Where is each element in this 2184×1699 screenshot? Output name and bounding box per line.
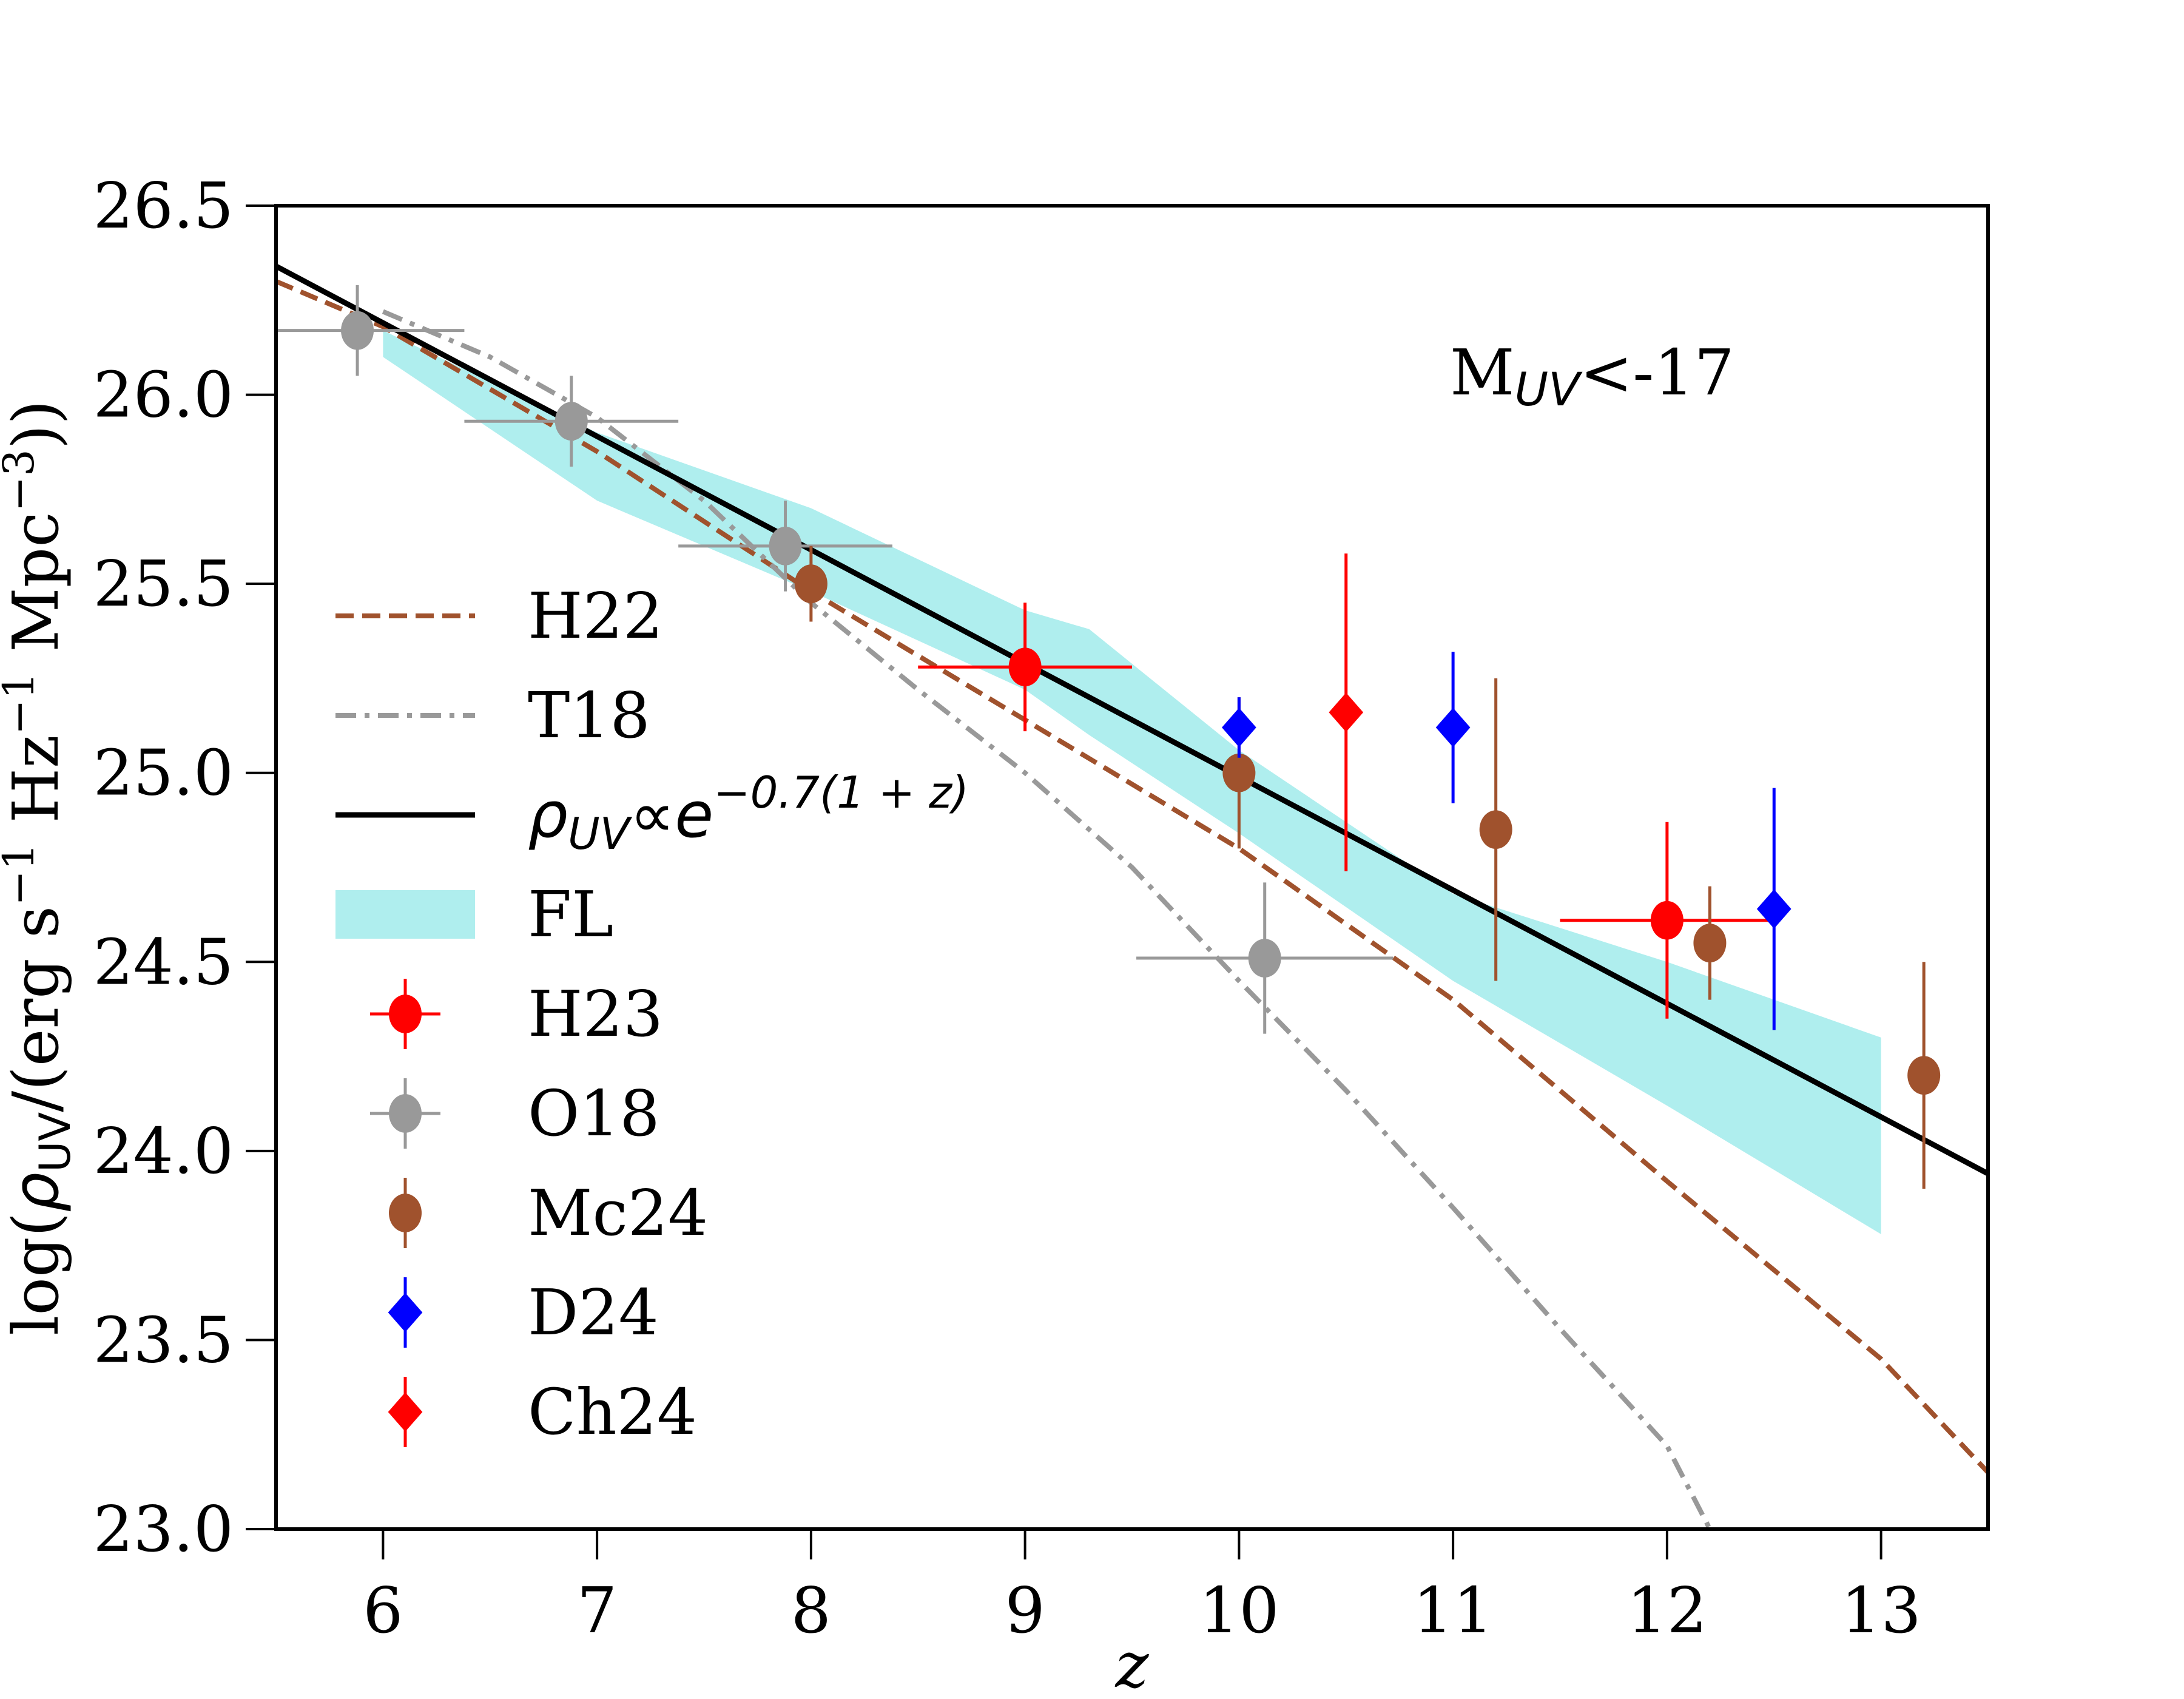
y-axis-ticks: 23.0 23.5 24.0 24.5 25.0 25.5 26.0 26.5 [93,169,276,1566]
y-tick-label: 23.5 [93,1303,234,1377]
x-axis-ticks: 6 7 8 9 10 11 12 13 [363,1529,1921,1647]
legend-item-t18: T18 [335,678,650,752]
x-tick-label: 13 [1841,1573,1921,1647]
data-point [1756,788,1791,1030]
x-tick-label: 7 [577,1573,617,1647]
legend-item-mc24: Mc24 [389,1176,708,1250]
series-h23 [918,603,1774,1019]
legend-label: H22 [528,579,663,653]
data-point [678,501,892,592]
data-points-layer [276,285,1941,1189]
legend-label: Ch24 [528,1375,697,1449]
legend: H22 T18 ρUV∝e−0.7(1 + z) FL H23 O18 Mc24 D24 Ch2… [335,579,969,1449]
legend-item-ch24: Ch24 [388,1375,697,1449]
y-tick-label: 24.5 [93,925,234,999]
y-tick-label: 26.5 [93,169,234,243]
line-h22 [276,279,1988,1474]
marker-diamond [1435,708,1471,748]
x-tick-label: 6 [363,1573,403,1647]
x-tick-label: 9 [1005,1573,1045,1647]
data-point [1329,553,1364,871]
x-tick-label: 12 [1627,1573,1707,1647]
marker-circle [1650,900,1684,940]
marker-diamond [1756,889,1791,929]
data-point [1479,678,1512,981]
legend-label: O18 [528,1076,660,1150]
marker-circle [1479,810,1512,850]
data-point [1435,652,1471,803]
data-point [1222,697,1256,758]
legend-label: FL [528,877,613,951]
y-tick-label: 25.5 [93,547,234,621]
x-tick-label: 11 [1413,1573,1493,1647]
legend-item-d24: D24 [388,1275,659,1349]
series-d24 [1222,652,1791,1030]
legend-label: ρUV∝e−0.7(1 + z) [528,767,969,859]
line-t18 [382,309,1712,1529]
magnitude-annotation: MUV<-17 [1450,336,1734,416]
legend-item-fl: FL [335,877,613,951]
y-tick-label: 25.0 [93,736,234,810]
data-point [918,603,1132,732]
marker-circle [1907,1056,1941,1095]
legend-item-o18: O18 [370,1076,660,1150]
legend-label: H23 [528,977,663,1051]
data-point [464,376,679,467]
series-o18 [276,285,1394,1034]
legend-label: D24 [528,1275,659,1349]
marker-circle [554,402,588,441]
marker-circle [1008,647,1042,687]
legend-swatch-marker [389,1094,422,1133]
legend-swatch-marker [389,995,422,1033]
legend-item-h22: H22 [335,579,663,653]
marker-circle [1222,753,1256,792]
legend-item-fit: ρUV∝e−0.7(1 + z) [335,767,969,859]
x-tick-label: 8 [791,1573,831,1647]
series-mc24 [794,546,1941,1189]
legend-swatch-marker [388,1392,423,1432]
data-point [1136,882,1394,1034]
marker-circle [1693,924,1727,962]
y-tick-label: 26.0 [93,358,234,432]
y-tick-label: 24.0 [93,1114,234,1188]
legend-swatch-marker [388,1292,423,1333]
marker-circle [341,311,374,350]
marker-diamond [1222,708,1256,748]
x-axis-label: z [1114,1628,1150,1699]
fl-band-layer [383,330,1881,1234]
legend-swatch-band [335,890,475,939]
legend-label: Mc24 [528,1176,708,1250]
y-axis-label: log(ρUV/(erg s−1 Hz−1 Mpc−3)) [0,400,80,1336]
marker-circle [769,526,802,566]
series-ch24 [1329,553,1364,871]
data-point [1560,822,1774,1019]
data-point [1907,962,1941,1189]
legend-item-h23: H23 [370,977,663,1051]
fl-band [383,330,1881,1234]
data-point [794,546,827,622]
plot-frame [274,204,1990,1531]
plot-area [276,263,1988,1529]
legend-swatch-marker [389,1194,422,1232]
marker-diamond [1329,692,1364,732]
marker-circle [1248,939,1281,978]
y-tick-label: 23.0 [93,1492,234,1566]
data-point [1693,886,1727,1000]
marker-circle [794,564,827,604]
x-tick-label: 10 [1199,1573,1279,1647]
data-point [276,285,465,376]
legend-label: T18 [528,678,650,752]
